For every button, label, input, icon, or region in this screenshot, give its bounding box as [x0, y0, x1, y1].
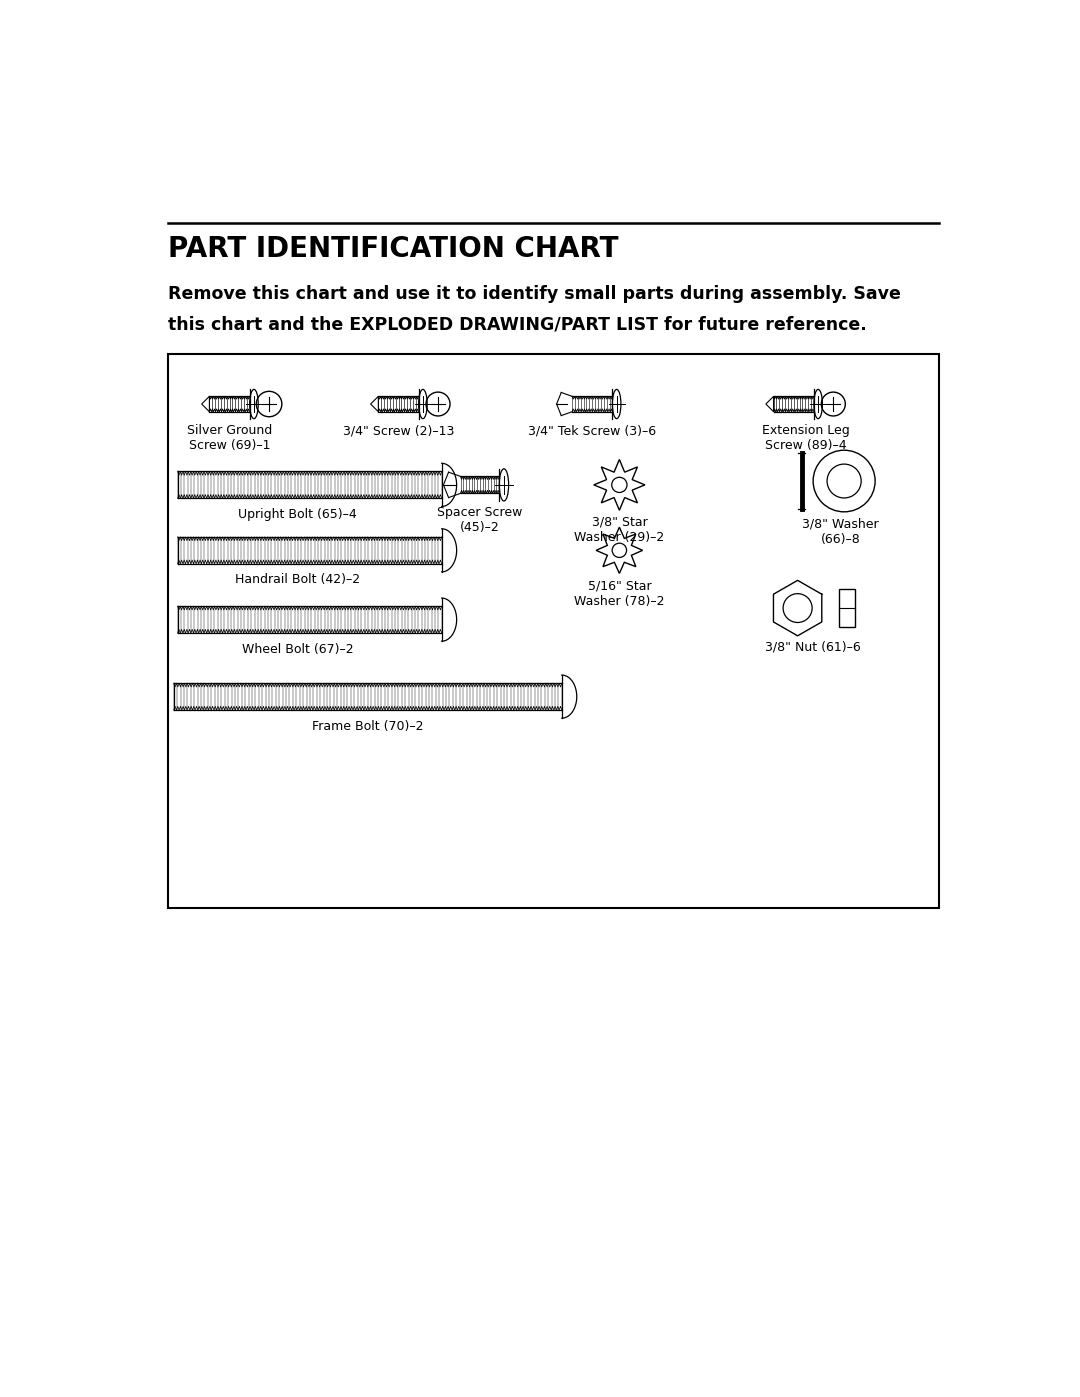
Bar [167, 353, 940, 908]
Text: Upright Bolt (65)–4: Upright Bolt (65)–4 [239, 509, 357, 521]
Text: Wheel Bolt (67)–2: Wheel Bolt (67)–2 [242, 643, 353, 655]
Text: 3/8" Washer
(66)–8: 3/8" Washer (66)–8 [802, 518, 878, 546]
Text: Frame Bolt (70)–2: Frame Bolt (70)–2 [312, 719, 423, 733]
Text: 3/8" Star
Washer (29)–2: 3/8" Star Washer (29)–2 [575, 515, 664, 543]
Text: Silver Ground
Screw (69)–1: Silver Ground Screw (69)–1 [187, 425, 272, 453]
Text: PART IDENTIFICATION CHART: PART IDENTIFICATION CHART [167, 235, 618, 263]
Text: 3/4" Tek Screw (3)–6: 3/4" Tek Screw (3)–6 [528, 425, 657, 437]
Text: Remove this chart and use it to identify small parts during assembly. Save: Remove this chart and use it to identify… [167, 285, 901, 303]
Text: Handrail Bolt (42)–2: Handrail Bolt (42)–2 [235, 573, 361, 587]
Text: Extension Leg
Screw (89)–4: Extension Leg Screw (89)–4 [761, 425, 849, 453]
Text: this chart and the EXPLODED DRAWING/PART LIST for future reference.: this chart and the EXPLODED DRAWING/PART… [167, 316, 866, 334]
Text: 5/16" Star
Washer (78)–2: 5/16" Star Washer (78)–2 [575, 580, 664, 608]
Text: 3/8" Nut (61)–6: 3/8" Nut (61)–6 [766, 640, 861, 654]
Bar [839, 590, 855, 627]
Text: Spacer Screw
(45)–2: Spacer Screw (45)–2 [437, 507, 523, 535]
Text: 3/4" Screw (2)–13: 3/4" Screw (2)–13 [342, 425, 455, 437]
